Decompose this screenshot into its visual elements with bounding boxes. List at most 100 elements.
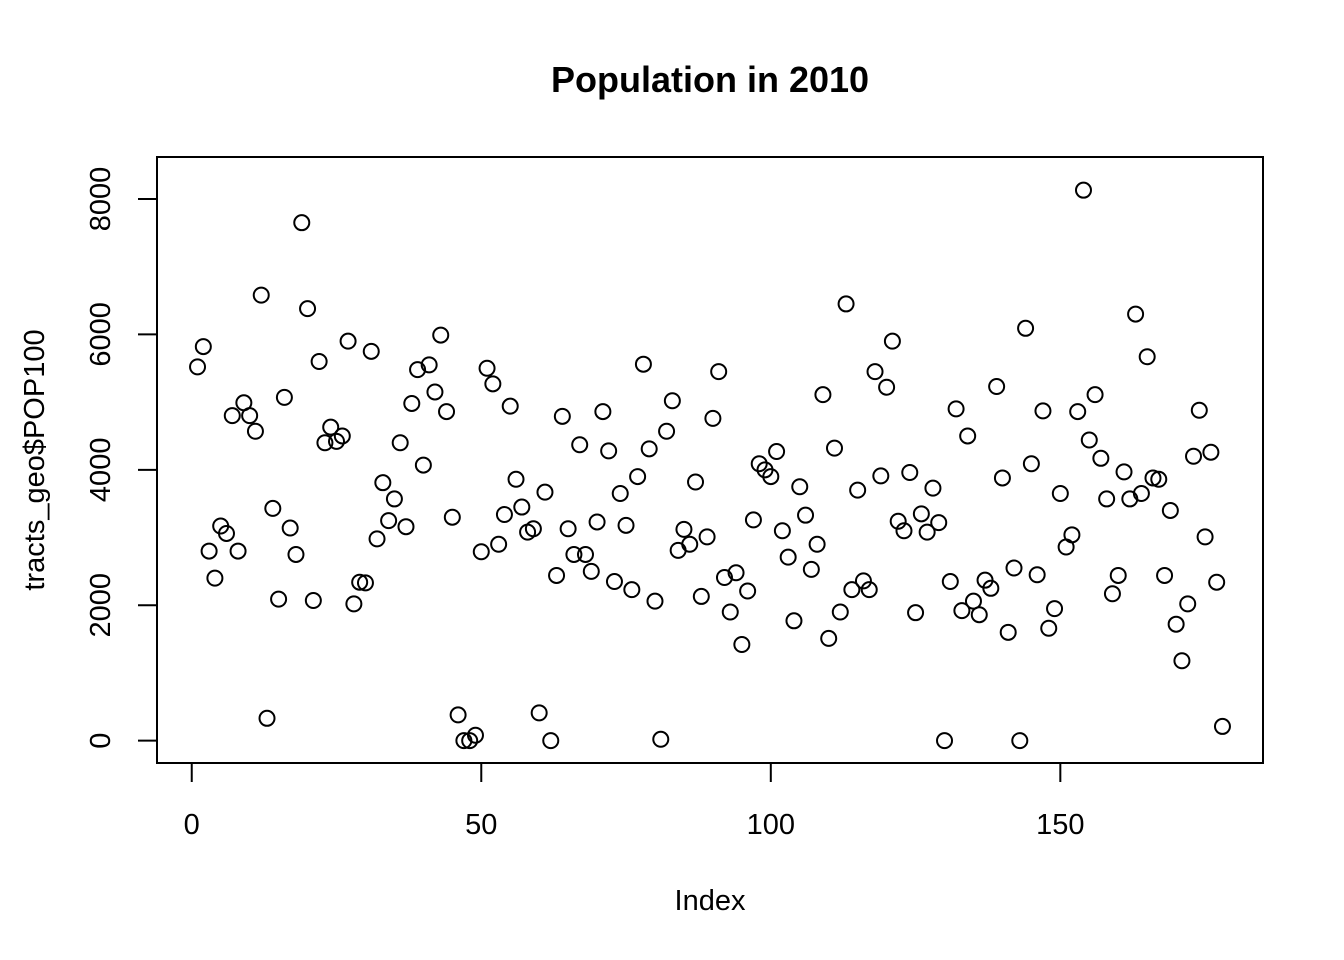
data-point (982, 579, 1000, 597)
data-point (553, 407, 571, 425)
data-point (438, 403, 456, 421)
data-point (380, 512, 398, 530)
data-point (484, 375, 502, 393)
data-point (548, 566, 566, 584)
data-point (246, 422, 264, 440)
data-point (970, 606, 988, 624)
data-point (768, 443, 786, 461)
data-point (1150, 470, 1168, 488)
data-point (490, 535, 508, 553)
data-point (912, 505, 930, 523)
data-point (1063, 526, 1081, 544)
data-point (1161, 501, 1179, 519)
data-point (663, 392, 681, 410)
data-point (443, 508, 461, 526)
data-point (409, 361, 427, 379)
data-point (1103, 585, 1121, 603)
data-point (1080, 431, 1098, 449)
data-point (999, 623, 1017, 641)
data-point (1017, 319, 1035, 337)
data-point (866, 363, 884, 381)
data-point (1202, 443, 1220, 461)
data-point (542, 732, 560, 750)
data-point (1115, 463, 1133, 481)
data-point (310, 352, 328, 370)
data-point (322, 418, 340, 436)
y-tick-label: 8000 (85, 167, 117, 232)
data-point (658, 422, 676, 440)
data-point (993, 469, 1011, 487)
y-axis-label: tracts_geo$POP100 (19, 329, 51, 590)
data-point (715, 568, 733, 586)
data-point (988, 378, 1006, 396)
data-point (252, 286, 270, 304)
data-point (600, 442, 618, 460)
data-point (889, 512, 907, 530)
data-point (1185, 447, 1203, 465)
x-tick-label: 100 (747, 809, 795, 841)
data-point (930, 514, 948, 532)
data-point (883, 332, 901, 350)
data-point (1086, 386, 1104, 404)
data-point (582, 562, 600, 580)
data-point (1109, 566, 1127, 584)
data-point (328, 432, 346, 450)
data-point (733, 636, 751, 654)
data-point (362, 342, 380, 360)
data-point (1156, 566, 1174, 584)
data-point (1069, 403, 1087, 421)
data-point (206, 569, 224, 587)
data-point (953, 602, 971, 620)
data-point (1034, 402, 1052, 420)
data-point (605, 573, 623, 591)
data-point (501, 397, 519, 415)
data-point (814, 386, 832, 404)
data-point (1196, 528, 1214, 546)
data-point (779, 548, 797, 566)
data-point (594, 403, 612, 421)
data-point (692, 587, 710, 605)
data-point (1208, 573, 1226, 591)
data-point (588, 513, 606, 531)
data-point (275, 388, 293, 406)
data-point (1005, 559, 1023, 577)
data-point (825, 439, 843, 457)
data-point (704, 409, 722, 427)
data-point (831, 603, 849, 621)
data-point (270, 590, 288, 608)
data-point (681, 535, 699, 553)
data-point (385, 490, 403, 508)
data-point (333, 427, 351, 445)
data-point (1138, 348, 1156, 366)
data-point (878, 378, 896, 396)
data-point (936, 732, 954, 750)
data-point (872, 467, 890, 485)
data-point (1213, 717, 1231, 735)
data-point (1098, 490, 1116, 508)
data-point (791, 478, 809, 496)
data-point (687, 473, 705, 491)
x-axis: 0 50 100 150 (184, 762, 1085, 841)
data-point (299, 300, 317, 318)
data-point (472, 543, 490, 561)
data-point (577, 545, 595, 563)
data-point (1173, 652, 1191, 670)
data-point (843, 581, 861, 599)
data-point (495, 506, 513, 524)
data-point (397, 518, 415, 536)
data-point (617, 516, 635, 534)
data-point (241, 407, 259, 425)
y-tick-label: 2000 (85, 573, 117, 638)
data-point (1127, 305, 1145, 323)
data-point (959, 427, 977, 445)
data-point (287, 545, 305, 563)
data-point (797, 506, 815, 524)
data-point (739, 582, 757, 600)
data-point (565, 545, 583, 563)
data-point (351, 573, 369, 591)
data-point (339, 332, 357, 350)
data-point (750, 455, 768, 473)
data-point (640, 440, 658, 458)
data-point (634, 355, 652, 373)
